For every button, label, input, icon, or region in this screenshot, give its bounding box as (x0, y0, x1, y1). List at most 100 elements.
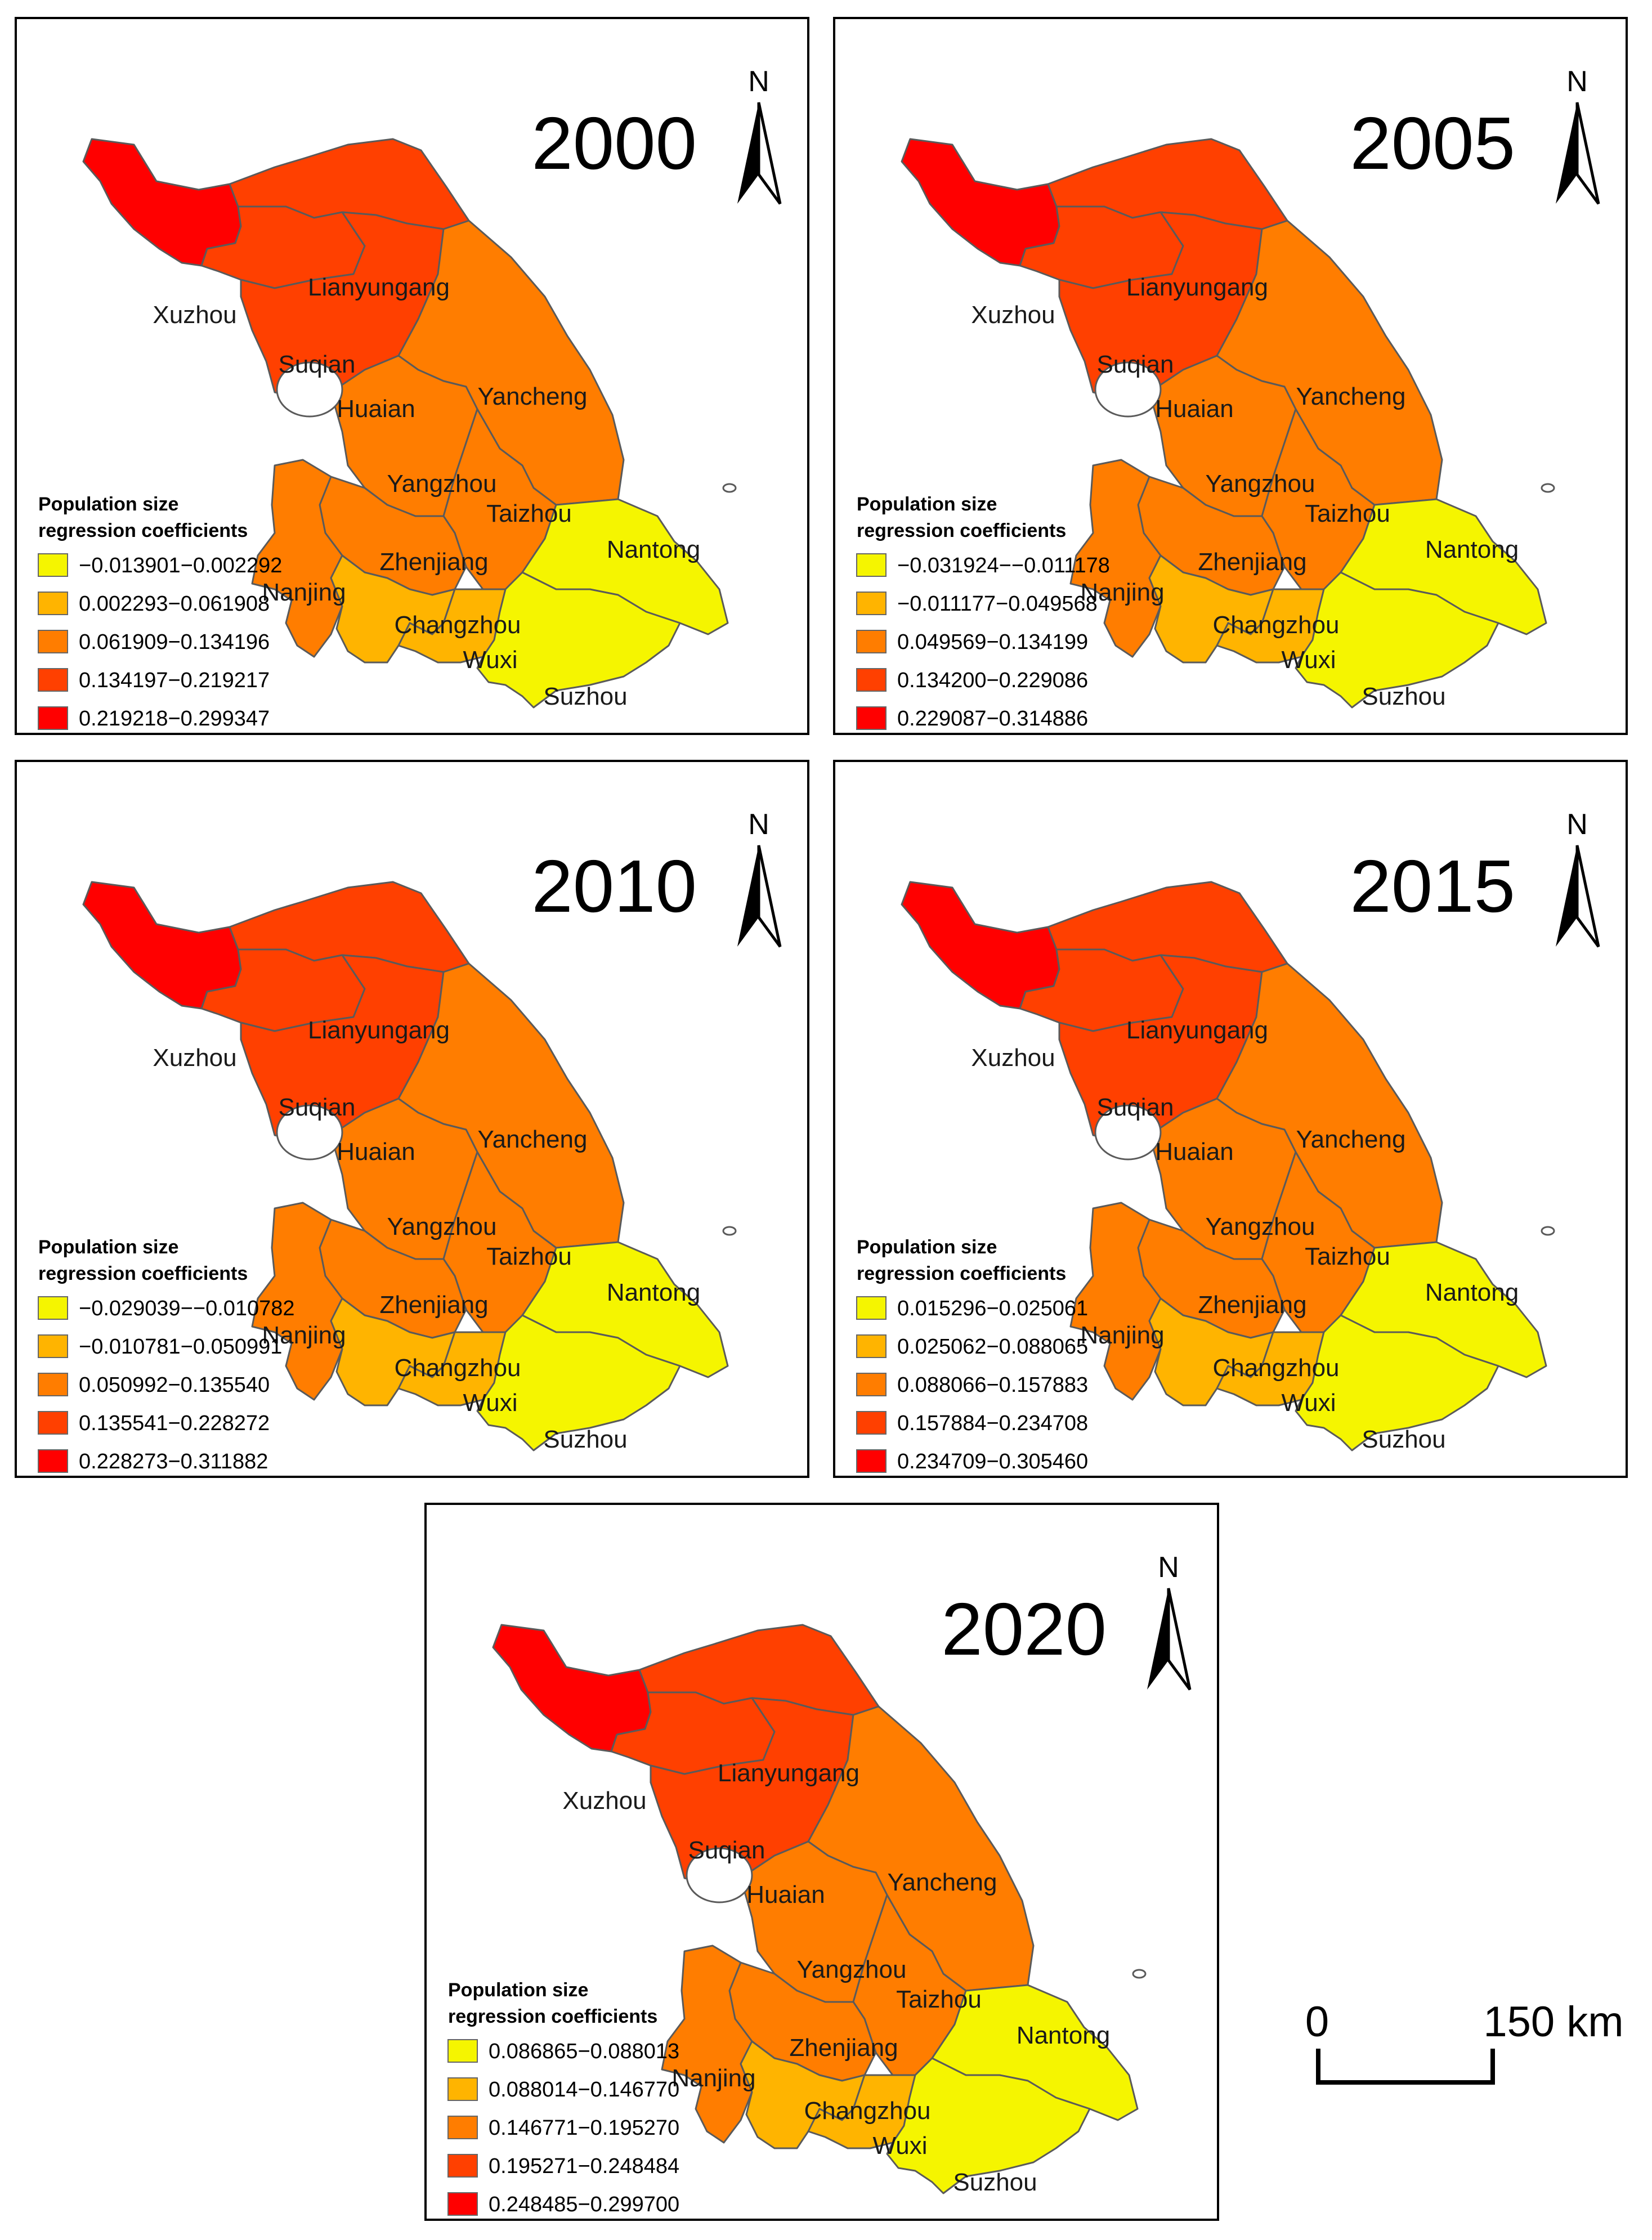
legend-item-2: −0.011177−0.049568 (897, 592, 1098, 616)
legend-swatch-5 (856, 1449, 887, 1473)
city-label-nanjing: Nanjing (262, 1321, 346, 1349)
legend-title-line2: regression coefficients (448, 2006, 657, 2027)
city-label-huaian: Huaian (1155, 1138, 1233, 1166)
lake-island (722, 1226, 737, 1236)
region-nanjing (251, 459, 343, 658)
city-label-changzhou: Changzhou (394, 611, 521, 639)
legend-item-1: −0.031924−−0.011178 (897, 554, 1110, 577)
legend-item-3: 0.061909−0.134196 (79, 630, 270, 654)
north-letter: N (1566, 808, 1588, 841)
legend-swatch-1 (38, 553, 68, 577)
city-label-taizhou: Taizhou (1305, 500, 1390, 527)
city-label-yangzhou: Yangzhou (1206, 1213, 1315, 1240)
legend-swatch-4 (856, 668, 887, 692)
city-label-taizhou: Taizhou (896, 1986, 982, 2013)
legend-swatch-4 (447, 2154, 478, 2178)
province-map: Xuzhou Lianyungang Suqian Huaian Yancheng Yan… (901, 881, 1555, 1453)
north-arrow-right (1575, 845, 1600, 948)
legend: Population size regression coefficients 0.… (447, 1979, 679, 2216)
province-map: Xuzhou Lianyungang Suqian Huaian Yancheng Yan… (901, 138, 1555, 710)
city-label-changzhou: Changzhou (1212, 1354, 1339, 1382)
legend-swatch-1 (856, 553, 887, 577)
legend-swatch-3 (38, 630, 68, 653)
city-label-xuzhou: Xuzhou (153, 1044, 236, 1072)
north-arrow-right (1575, 102, 1600, 205)
city-label-nantong: Nantong (607, 536, 700, 563)
city-label-yancheng: Yancheng (1296, 383, 1406, 410)
lake-island (1094, 361, 1162, 418)
city-label-zhenjiang: Zhenjiang (1198, 1291, 1306, 1319)
legend-swatch-2 (38, 1334, 68, 1358)
legend: Population size regression coefficients −0… (38, 494, 282, 731)
year-label: 2010 (531, 845, 697, 928)
legend-item-1: −0.029039−−0.010782 (79, 1297, 295, 1320)
legend-swatch-3 (447, 2116, 478, 2139)
legend-swatch-2 (856, 1334, 887, 1358)
city-label-zhenjiang: Zhenjiang (379, 548, 488, 576)
city-label-nantong: Nantong (607, 1279, 700, 1306)
city-label-huaian: Huaian (337, 395, 415, 423)
lake-island (1541, 1226, 1555, 1236)
city-label-lianyungang: Lianyungang (1126, 274, 1268, 301)
region-nanjing (661, 1945, 753, 2144)
city-label-wuxi: Wuxi (463, 1389, 518, 1417)
city-label-lianyungang: Lianyungang (308, 274, 450, 301)
legend-swatch-4 (38, 668, 68, 692)
city-label-xuzhou: Xuzhou (153, 301, 236, 329)
lake-island (686, 1847, 753, 1903)
legend-title-line2: regression coefficients (857, 1263, 1066, 1284)
legend-swatch-5 (856, 706, 887, 730)
city-label-suzhou: Suzhou (543, 683, 627, 710)
lake-island (1541, 483, 1555, 493)
province-map: Xuzhou Lianyungang Suqian Huaian Yancheng Yan… (82, 138, 737, 710)
north-arrow-right (757, 102, 782, 205)
city-label-suzhou: Suzhou (1362, 683, 1445, 710)
legend: Population size regression coefficients −0… (38, 1237, 295, 1473)
city-label-taizhou: Taizhou (1305, 1243, 1390, 1270)
north-arrow-left (1147, 1588, 1169, 1690)
city-label-suqian: Suqian (1096, 1094, 1174, 1121)
city-label-changzhou: Changzhou (394, 1354, 521, 1382)
lake-island (276, 361, 343, 418)
city-label-yancheng: Yancheng (478, 383, 588, 410)
legend-item-3: 0.146771−0.195270 (489, 2116, 679, 2140)
lake-island (722, 483, 737, 493)
north-arrow-icon: N (1556, 808, 1600, 948)
province-map: Xuzhou Lianyungang Suqian Huaian Yancheng Yan… (82, 881, 737, 1453)
city-label-suqian: Suqian (278, 1094, 355, 1121)
north-letter: N (1566, 65, 1588, 98)
region-suzhou (476, 1314, 681, 1451)
city-label-lianyungang: Lianyungang (1126, 1016, 1268, 1044)
legend-swatch-2 (38, 592, 68, 615)
legend-title-line1: Population size (857, 494, 997, 515)
legend-swatch-1 (38, 1296, 68, 1320)
legend-item-1: 0.015296−0.025061 (897, 1297, 1088, 1320)
city-label-yangzhou: Yangzhou (797, 1956, 907, 1983)
legend-swatch-4 (856, 1411, 887, 1435)
city-label-suzhou: Suzhou (543, 1426, 627, 1453)
city-label-yangzhou: Yangzhou (1206, 470, 1315, 498)
city-label-wuxi: Wuxi (463, 646, 518, 674)
legend-item-5: 0.228273−0.311882 (79, 1450, 268, 1473)
legend-item-5: 0.248485−0.299700 (489, 2193, 679, 2216)
legend-item-3: 0.049569−0.134199 (897, 630, 1088, 654)
city-label-suqian: Suqian (278, 351, 355, 378)
north-arrow-icon: N (737, 65, 782, 205)
province-map: Xuzhou Lianyungang Suqian Huaian Yancheng Yan… (492, 1624, 1147, 2196)
north-arrow-icon: N (1556, 65, 1600, 205)
city-label-huaian: Huaian (337, 1138, 415, 1166)
legend-title-line2: regression coefficients (38, 520, 248, 541)
city-label-taizhou: Taizhou (486, 500, 572, 527)
region-nanjing (251, 1202, 343, 1401)
city-label-suzhou: Suzhou (1362, 1426, 1445, 1453)
legend-item-4: 0.157884−0.234708 (897, 1412, 1088, 1435)
north-letter: N (1158, 1551, 1179, 1584)
legend-swatch-3 (38, 1373, 68, 1396)
legend: Population size regression coefficients 0.… (856, 1237, 1088, 1473)
legend-item-2: 0.088014−0.146770 (489, 2078, 679, 2102)
legend-item-1: −0.013901−0.002292 (79, 554, 282, 577)
north-arrow-right (757, 845, 782, 948)
legend-item-4: 0.134197−0.219217 (79, 669, 270, 692)
city-label-zhenjiang: Zhenjiang (379, 1291, 488, 1319)
